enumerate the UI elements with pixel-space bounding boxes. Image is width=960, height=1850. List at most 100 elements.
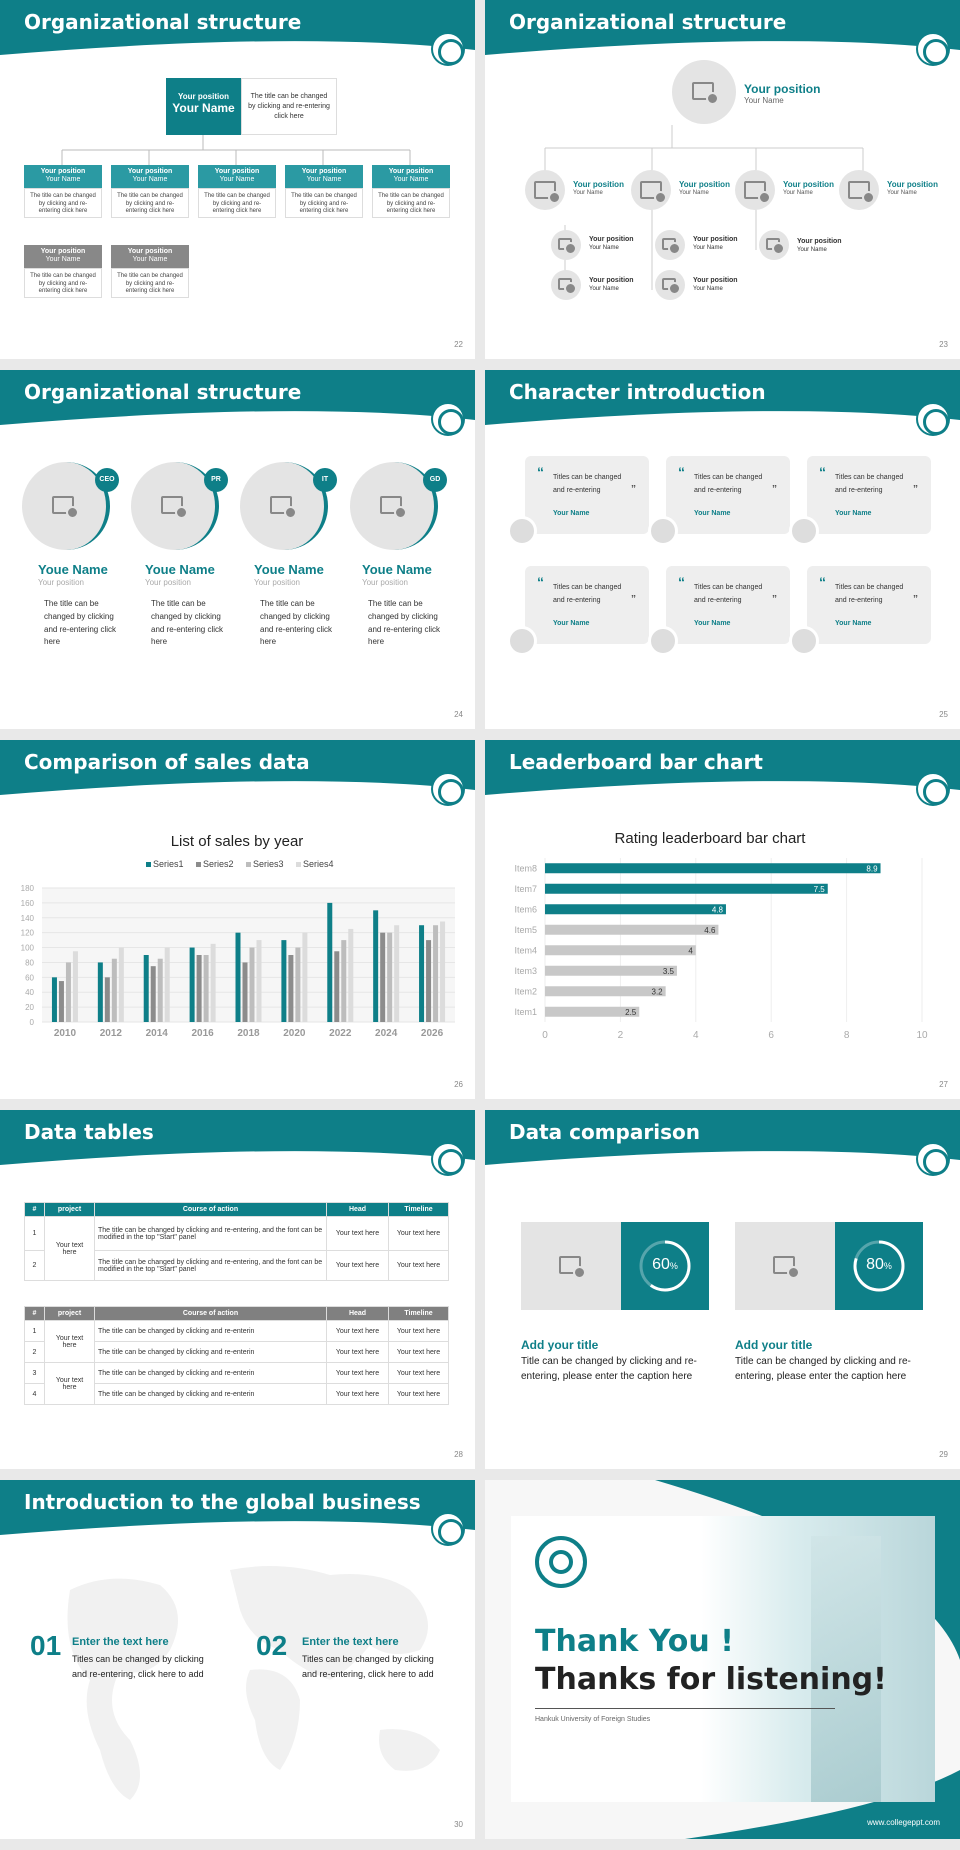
- university-logo-icon: [431, 32, 465, 66]
- org-box-2[interactable]: Your position Your Name The title can be …: [111, 165, 189, 218]
- quote-card-5[interactable]: “ Titles can be changed and re-entering …: [666, 566, 790, 644]
- x-tick-label: 2026: [421, 1028, 444, 1039]
- leaderboard-bar-chart: Rating leaderboard bar chart 0 2 4 6 8 10 Item8…: [514, 830, 928, 1041]
- item-heading: Enter the text here: [302, 1636, 399, 1648]
- table-row[interactable]: 1 Your text here The title can be change…: [24, 1320, 449, 1363]
- table-row[interactable]: 1 Your text here The title can be change…: [24, 1216, 449, 1281]
- bar: [72, 951, 78, 1022]
- org-box-5[interactable]: Your position Your Name The title can be …: [372, 165, 450, 218]
- quote-card-3[interactable]: “ Titles can be changed and re-entering …: [807, 456, 931, 534]
- bar: [341, 940, 347, 1022]
- legend-swatch: [196, 862, 201, 867]
- data-label: 3.5: [663, 967, 675, 976]
- quote-card-4[interactable]: “ Titles can be changed and re-entering …: [525, 566, 649, 644]
- x-tick-label: 2018: [237, 1028, 260, 1039]
- slide-29[interactable]: Data comparison 60% Add your title Title…: [485, 1110, 960, 1469]
- progress-ring: [853, 1240, 905, 1292]
- org-box-7[interactable]: Your position Your Name The title can be …: [111, 245, 189, 298]
- open-quote-icon: “: [537, 574, 544, 590]
- org-box-6[interactable]: Your position Your Name The title can be …: [24, 245, 102, 298]
- slide-28[interactable]: Data tables # project Course of action H…: [0, 1110, 475, 1469]
- org-box-1[interactable]: Your position Your Name The title can be …: [24, 165, 102, 218]
- slide-27[interactable]: Leaderboard bar chart Rating leaderboard…: [485, 740, 960, 1099]
- col-header: #: [24, 1202, 45, 1217]
- person-card-4[interactable]: GD Youe Name Your position The title can…: [350, 462, 450, 702]
- sales-bar-chart: List of sales by year Series1 Series2 Serie…: [21, 833, 455, 1039]
- comparison-card-1[interactable]: 60%: [521, 1222, 709, 1310]
- building-tower: [811, 1536, 881, 1802]
- box-position: Your position: [388, 168, 434, 175]
- data-label: 4: [688, 946, 693, 955]
- action-cell: The title can be changed by clicking and…: [94, 1320, 327, 1342]
- bar: [334, 951, 340, 1022]
- legend-label: Series3: [253, 859, 284, 869]
- org-box-4[interactable]: Your position Your Name The title can be …: [285, 165, 363, 218]
- top-position-box[interactable]: Your position Your Name: [166, 78, 241, 135]
- legend-swatch: [246, 862, 251, 867]
- box-name: Your Name: [45, 256, 81, 264]
- row-number: 4: [24, 1383, 45, 1405]
- bar: [242, 962, 248, 1022]
- node-name: Your Name: [783, 190, 813, 196]
- col-header: Course of action: [94, 1306, 327, 1321]
- box-desc: The title can be changed by clicking and…: [198, 187, 276, 218]
- divider: [535, 1708, 835, 1709]
- legend-label: Series4: [303, 859, 334, 869]
- slide-24[interactable]: Organizational structure CEO Youe Name Y…: [0, 370, 475, 729]
- sub-position: Your position: [589, 277, 634, 284]
- box-name: Your Name: [132, 176, 168, 184]
- percent-value: 80%: [835, 1256, 923, 1274]
- quote-text: Titles can be changed and re-entering: [694, 584, 763, 604]
- box-desc: The title can be changed by clicking and…: [285, 187, 363, 218]
- image-placeholder-icon: [559, 1256, 586, 1279]
- legend-swatch: [146, 862, 151, 867]
- head-cell: Your text here: [326, 1216, 389, 1251]
- bar: [58, 981, 64, 1022]
- x-tick-label: 2014: [146, 1028, 169, 1039]
- bar: [545, 924, 719, 935]
- person-card-1[interactable]: CEO Youe Name Your position The title ca…: [22, 462, 122, 702]
- person-name: Youe Name: [254, 562, 324, 577]
- slide-30[interactable]: Introduction to the global business 01 E…: [0, 1480, 475, 1839]
- person-card-2[interactable]: PR Youe Name Your position The title can…: [131, 462, 231, 702]
- sub-position: Your position: [589, 236, 634, 243]
- quote-card-1[interactable]: “ Titles can be changed and re-entering …: [525, 456, 649, 534]
- comparison-card-2[interactable]: 80%: [735, 1222, 923, 1310]
- slide-22[interactable]: Organizational structure Your position Y…: [0, 0, 475, 359]
- table-row[interactable]: 2 The title can be changed by clicking a…: [24, 1250, 449, 1281]
- bar: [249, 947, 255, 1022]
- quote-text: Titles can be changed and re-entering: [694, 474, 763, 494]
- x-tick-label: 10: [916, 1030, 928, 1041]
- person-card-3[interactable]: IT Youe Name Your position The title can…: [240, 462, 340, 702]
- slide-26[interactable]: Comparison of sales data List of sales b…: [0, 740, 475, 1099]
- data-label: 4.6: [704, 926, 716, 935]
- table-row[interactable]: 4 The title can be changed by clicking a…: [24, 1383, 449, 1405]
- sub-avatar: [759, 230, 789, 260]
- node-position: Your position: [783, 180, 834, 189]
- x-tick-label: 2: [618, 1030, 624, 1041]
- y-tick-label: 80: [25, 958, 34, 967]
- quote-card-2[interactable]: “ Titles can be changed and re-entering …: [666, 456, 790, 534]
- table-row[interactable]: 3 Your text here The title can be change…: [24, 1362, 449, 1405]
- slide-23[interactable]: Organizational structure Your position Y…: [485, 0, 960, 359]
- site-url[interactable]: www.collegeppt.com: [867, 1818, 940, 1827]
- bar: [433, 925, 439, 1022]
- bar: [394, 925, 400, 1022]
- chart-title: List of sales by year: [171, 833, 304, 850]
- open-quote-icon: “: [678, 464, 685, 480]
- quote-card-6[interactable]: “ Titles can be changed and re-entering …: [807, 566, 931, 644]
- slide-25[interactable]: Character introduction “ Titles can be c…: [485, 370, 960, 729]
- y-tick-label: 140: [21, 914, 35, 923]
- page-number: 26: [454, 1080, 463, 1089]
- org-box-3[interactable]: Your position Your Name The title can be …: [198, 165, 276, 218]
- data-label: 4.8: [712, 905, 724, 914]
- y-tick-label: 120: [21, 929, 35, 938]
- bar: [348, 928, 354, 1022]
- y-tick-label: Item8: [514, 863, 537, 873]
- x-tick-label: 2016: [191, 1028, 214, 1039]
- data-label: 2.5: [625, 1008, 637, 1017]
- head-cell: Your text here: [326, 1362, 389, 1384]
- progress-ring: [639, 1240, 691, 1292]
- slide-thanks[interactable]: Thank You ! Thanks for listening! Hankuk…: [485, 1480, 960, 1839]
- sub-avatar: [655, 270, 685, 300]
